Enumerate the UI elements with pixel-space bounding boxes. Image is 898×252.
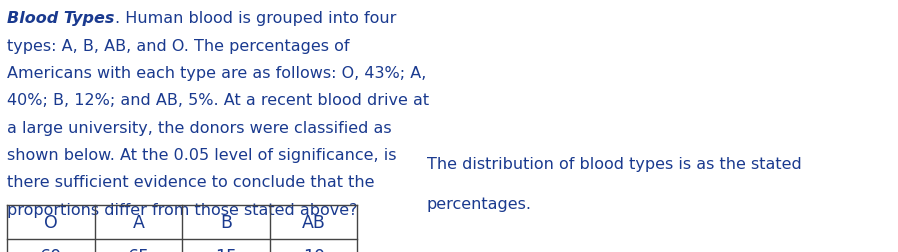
Text: A: A: [133, 213, 145, 231]
Text: 60: 60: [40, 247, 62, 252]
Text: Americans with each type are as follows: O, 43%; A,: Americans with each type are as follows:…: [7, 66, 427, 81]
Text: there sufficient evidence to conclude that the: there sufficient evidence to conclude th…: [7, 175, 374, 190]
Text: . Human blood is grouped into four: . Human blood is grouped into four: [115, 11, 396, 26]
Text: shown below. At the 0.05 level of significance, is: shown below. At the 0.05 level of signif…: [7, 147, 397, 162]
Text: O: O: [44, 213, 57, 231]
Text: Blood Types: Blood Types: [7, 11, 115, 26]
Text: 10: 10: [303, 247, 324, 252]
Text: The distribution of blood types is as the stated: The distribution of blood types is as th…: [427, 156, 801, 171]
Text: AB: AB: [302, 213, 326, 231]
Text: 40%; B, 12%; and AB, 5%. At a recent blood drive at: 40%; B, 12%; and AB, 5%. At a recent blo…: [7, 93, 429, 108]
Text: types: A, B, AB, and O. The percentages of: types: A, B, AB, and O. The percentages …: [7, 39, 349, 53]
Text: 65: 65: [128, 247, 150, 252]
Text: B: B: [220, 213, 232, 231]
Text: a large university, the donors were classified as: a large university, the donors were clas…: [7, 120, 392, 135]
Text: 15: 15: [216, 247, 237, 252]
Text: proportions differ from those stated above?: proportions differ from those stated abo…: [7, 202, 357, 217]
Text: percentages.: percentages.: [427, 197, 532, 211]
